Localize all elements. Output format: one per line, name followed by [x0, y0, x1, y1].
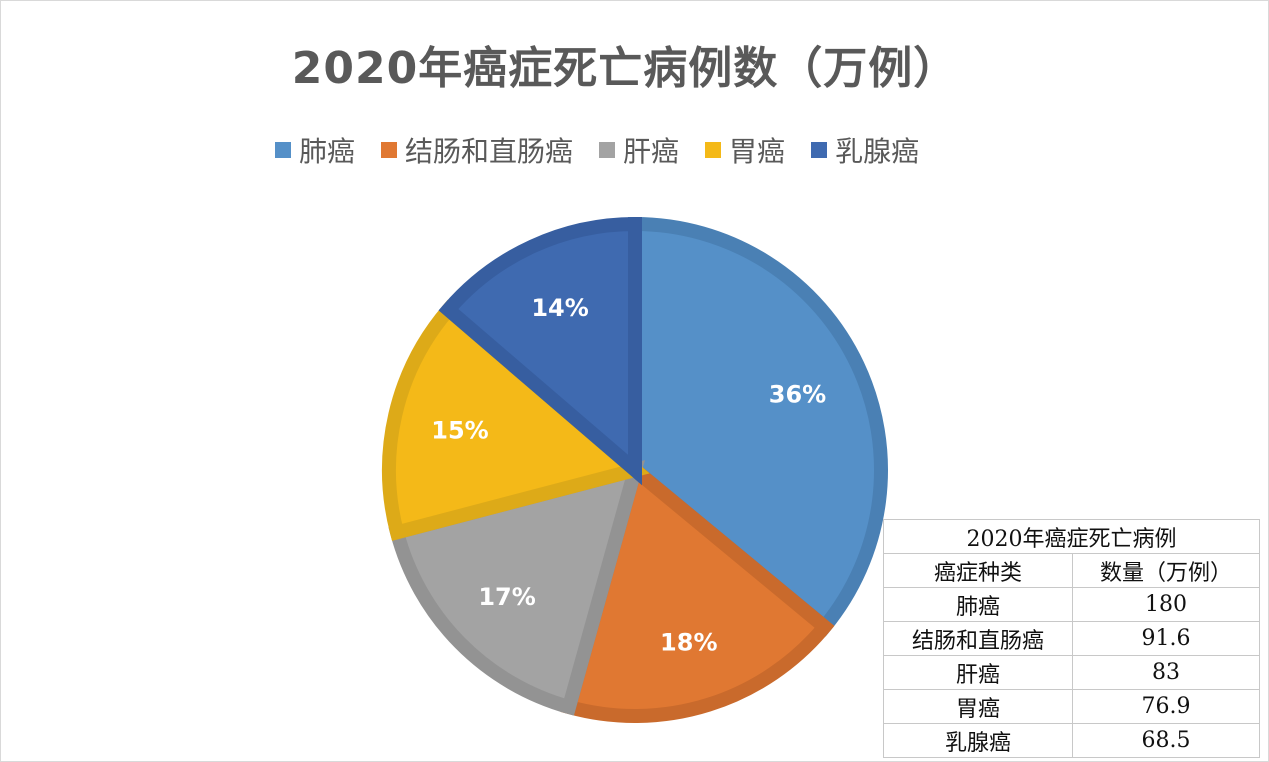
cell-count: 76.9	[1072, 689, 1260, 724]
pie-slice[interactable]	[560, 457, 835, 723]
table-title: 2020年癌症死亡病例	[883, 519, 1260, 554]
pie-slice[interactable]	[382, 299, 650, 541]
table-row: 乳腺癌 68.5	[883, 723, 1260, 758]
legend-swatch	[381, 142, 398, 158]
legend-label: 乳腺癌	[835, 135, 920, 168]
legend: 肺癌 结肠和直肠癌 肝癌 胃癌 乳腺癌	[275, 130, 919, 170]
legend-swatch	[599, 142, 616, 158]
legend-item-stomach[interactable]: 胃癌	[705, 130, 785, 170]
legend-label: 结肠和直肠癌	[405, 135, 574, 168]
cell-type: 胃癌	[883, 689, 1073, 724]
chart-title: 2020年癌症死亡病例数（万例）	[291, 43, 959, 94]
pie-slice[interactable]	[438, 216, 642, 486]
table-title-row: 2020年癌症死亡病例	[883, 519, 1260, 554]
legend-label: 肝癌	[623, 135, 680, 168]
slice-percent-label: 36%	[769, 381, 826, 409]
slice-percent-label: 15%	[431, 417, 488, 445]
legend-label: 胃癌	[729, 135, 786, 168]
pie-slices	[382, 216, 888, 723]
cell-count: 68.5	[1072, 723, 1260, 758]
legend-swatch	[705, 142, 722, 158]
legend-item-colorectal[interactable]: 结肠和直肠癌	[381, 130, 573, 170]
legend-item-breast[interactable]: 乳腺癌	[811, 130, 919, 170]
pie-labels: 36% 18% 17% 15% 14%	[431, 294, 826, 657]
cell-type: 肝癌	[883, 655, 1073, 690]
table-row: 肝癌 83	[883, 655, 1260, 690]
cell-count: 83	[1072, 655, 1260, 690]
legend-item-liver[interactable]: 肝癌	[599, 130, 679, 170]
slice-percent-label: 17%	[478, 583, 535, 611]
table-header-row: 癌症种类 数量（万例）	[883, 553, 1260, 588]
table-row: 结肠和直肠癌 91.6	[883, 621, 1260, 656]
legend-swatch	[275, 142, 291, 158]
data-table: 2020年癌症死亡病例 癌症种类 数量（万例） 肺癌 180 结肠和直肠癌 91…	[883, 519, 1260, 758]
pie-slice[interactable]	[388, 460, 646, 716]
slice-percent-label: 18%	[660, 628, 717, 656]
legend-swatch	[811, 142, 828, 158]
cell-type: 结肠和直肠癌	[883, 621, 1073, 656]
slice-percent-label: 14%	[531, 294, 588, 322]
table-row: 胃癌 76.9	[883, 689, 1260, 724]
cell-count: 91.6	[1072, 621, 1260, 656]
cell-type: 乳腺癌	[883, 723, 1073, 758]
table-row: 肺癌 180	[883, 587, 1260, 622]
cell-count: 180	[1072, 587, 1260, 622]
header-type: 癌症种类	[883, 553, 1073, 588]
legend-item-lung[interactable]: 肺癌	[275, 130, 355, 170]
header-count: 数量（万例）	[1072, 553, 1260, 588]
legend-label: 肺癌	[299, 135, 356, 168]
cell-type: 肺癌	[883, 587, 1073, 622]
pie-slice[interactable]	[628, 216, 888, 637]
